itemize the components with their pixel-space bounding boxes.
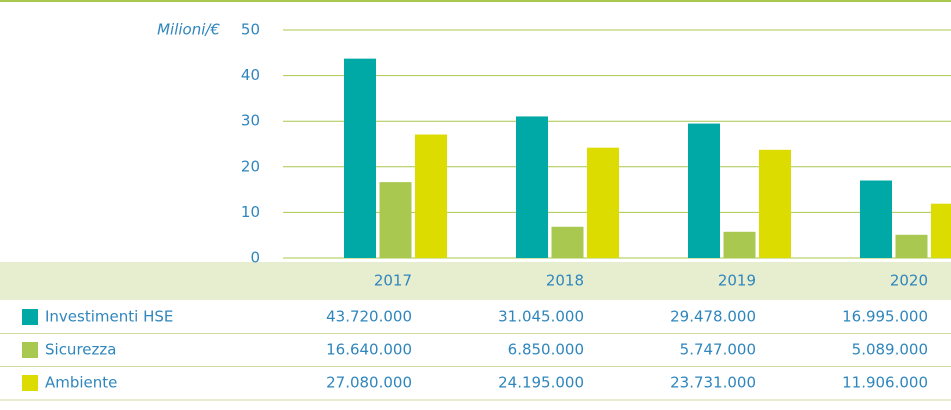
bar	[551, 226, 584, 258]
bar	[516, 116, 548, 258]
table-value: 24.195.000	[498, 374, 584, 392]
y-tick-label: 10	[241, 203, 260, 221]
y-tick-label: 20	[241, 157, 260, 175]
table-value: 43.720.000	[326, 308, 412, 326]
bar	[379, 182, 412, 258]
x-tick-label: 2019	[718, 272, 756, 290]
y-tick-label: 30	[241, 112, 260, 130]
table-value: 11.906.000	[842, 374, 928, 392]
table-value: 23.731.000	[670, 374, 756, 392]
x-tick-label: 2018	[546, 272, 584, 290]
table-value: 27.080.000	[326, 374, 412, 392]
table-value: 31.045.000	[498, 308, 584, 326]
table-value: 5.089.000	[852, 341, 928, 359]
legend-swatch	[22, 309, 38, 325]
legend-label: Ambiente	[45, 374, 117, 392]
bar	[895, 234, 928, 258]
x-tick-label: 2017	[374, 272, 412, 290]
bar	[587, 147, 619, 258]
y-axis-label: Milioni/€	[157, 21, 220, 39]
y-tick-label: 0	[250, 249, 260, 267]
x-tick-label: 2020	[890, 272, 928, 290]
bar	[344, 58, 376, 259]
legend-label: Investimenti HSE	[45, 308, 173, 326]
legend-swatch	[22, 342, 38, 358]
legend-swatch	[22, 375, 38, 391]
bar	[759, 149, 791, 258]
bar	[415, 134, 447, 258]
y-tick-label: 50	[241, 21, 260, 39]
legend-label: Sicurezza	[45, 341, 116, 359]
bar	[688, 123, 720, 258]
table-value: 29.478.000	[670, 308, 756, 326]
y-tick-label: 40	[241, 66, 260, 84]
bar	[723, 231, 756, 258]
table-value: 16.640.000	[326, 341, 412, 359]
bar	[860, 180, 892, 258]
table-value: 5.747.000	[680, 341, 756, 359]
table-header	[0, 262, 951, 300]
table-value: 6.850.000	[508, 341, 584, 359]
table-value: 16.995.000	[842, 308, 928, 326]
bar	[931, 203, 951, 258]
